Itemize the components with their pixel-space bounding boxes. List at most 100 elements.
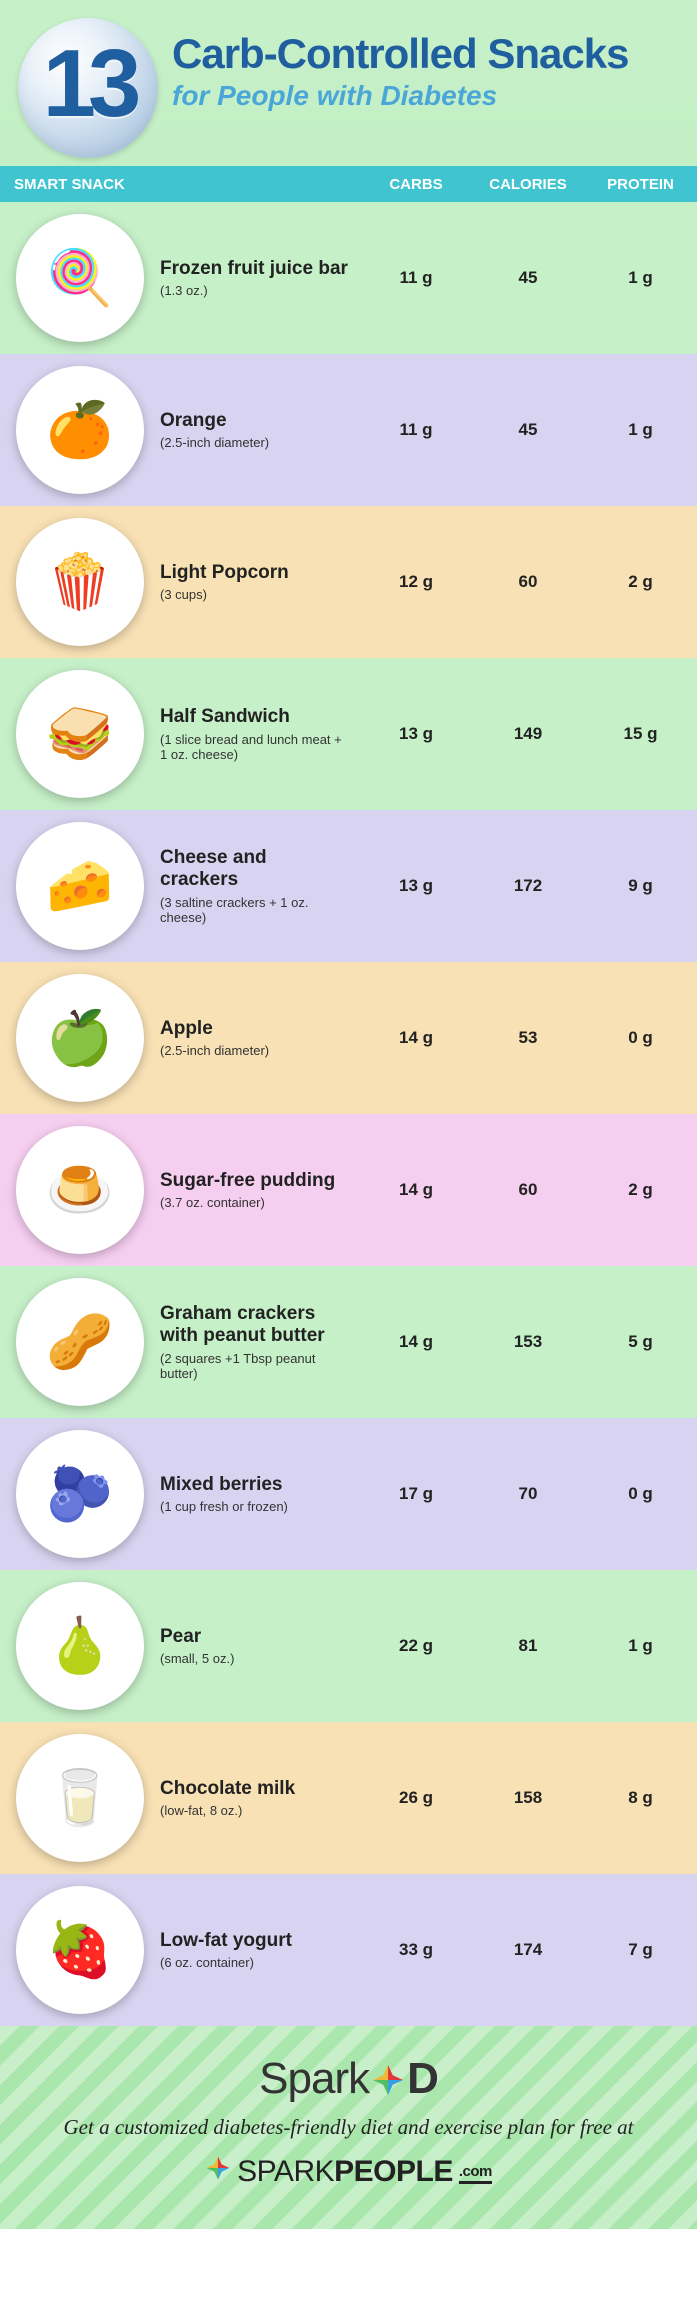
snack-name: Orange	[160, 410, 350, 432]
calories-value: 45	[472, 420, 584, 440]
brand2-dotcom: .com	[459, 2163, 492, 2184]
snack-image-cell: 🍓	[0, 1886, 160, 2014]
carbs-value: 17 g	[360, 1484, 472, 1504]
snack-portion: (1.3 oz.)	[160, 283, 350, 298]
protein-value: 0 g	[584, 1028, 697, 1048]
snack-name-cell: Cheese and crackers(3 saltine crackers +…	[160, 847, 360, 925]
snack-row: 🍭Frozen fruit juice bar(1.3 oz.)11 g451 …	[0, 202, 697, 354]
snack-row: 🧀Cheese and crackers(3 saltine crackers …	[0, 810, 697, 962]
snack-portion: (2.5-inch diameter)	[160, 435, 350, 450]
col-smart-snack: SMART SNACK	[0, 176, 360, 193]
snack-name: Frozen fruit juice bar	[160, 258, 350, 280]
calories-value: 70	[472, 1484, 584, 1504]
snack-name-cell: Graham crackers with peanut butter (2 squ…	[160, 1303, 360, 1381]
snack-portion: (1 slice bread and lunch meat + 1 oz. ch…	[160, 732, 350, 762]
calories-value: 153	[472, 1332, 584, 1352]
brand-sparkd: Spark D	[40, 2054, 657, 2108]
snack-name-cell: Orange (2.5-inch diameter)	[160, 410, 360, 451]
protein-value: 8 g	[584, 1788, 697, 1808]
tagline: Get a customized diabetes-friendly diet …	[40, 2114, 657, 2141]
snack-image-cell: 🍊	[0, 366, 160, 494]
snack-row: 🍮Sugar-free pudding(3.7 oz. container)14…	[0, 1114, 697, 1266]
column-header: SMART SNACK CARBS CALORIES PROTEIN	[0, 166, 697, 202]
calories-value: 81	[472, 1636, 584, 1656]
col-carbs: CARBS	[360, 176, 472, 193]
snack-row: 🍐Pear(small, 5 oz.)22 g811 g	[0, 1570, 697, 1722]
snack-row: 🥜 Graham crackers with peanut butter (2 sq…	[0, 1266, 697, 1418]
snack-name: Sugar-free pudding	[160, 1170, 350, 1192]
snack-name: Cheese and crackers	[160, 847, 350, 891]
snack-image-cell: 🥛	[0, 1734, 160, 1862]
snack-name-cell: Low-fat yogurt(6 oz. container)	[160, 1930, 360, 1971]
carbs-value: 11 g	[360, 268, 472, 288]
snack-image: 🍓	[16, 1886, 144, 2014]
snack-row: 🍏 Apple(2.5-inch diameter)14 g530 g	[0, 962, 697, 1114]
snack-name-cell: Light Popcorn(3 cups)	[160, 562, 360, 603]
protein-value: 2 g	[584, 1180, 697, 1200]
snack-image-cell: 🫐	[0, 1430, 160, 1558]
protein-value: 15 g	[584, 724, 697, 744]
snack-name: Mixed berries	[160, 1474, 350, 1496]
calories-value: 174	[472, 1940, 584, 1960]
snack-row: 🍿 Light Popcorn(3 cups)12 g602 g	[0, 506, 697, 658]
calories-value: 45	[472, 268, 584, 288]
protein-value: 2 g	[584, 572, 697, 592]
calories-value: 158	[472, 1788, 584, 1808]
carbs-value: 12 g	[360, 572, 472, 592]
carbs-value: 22 g	[360, 1636, 472, 1656]
calories-value: 53	[472, 1028, 584, 1048]
brand-spark: Spark	[259, 2054, 369, 2103]
title-line2: for People with Diabetes	[172, 80, 628, 112]
title-block: Carb-Controlled Snacks for People with D…	[158, 18, 628, 112]
snack-portion: (6 oz. container)	[160, 1955, 350, 1970]
snack-portion: (2 squares +1 Tbsp peanut butter)	[160, 1351, 350, 1381]
carbs-value: 26 g	[360, 1788, 472, 1808]
carbs-value: 11 g	[360, 420, 472, 440]
snack-image-cell: 🍐	[0, 1582, 160, 1710]
snack-name: Graham crackers with peanut butter	[160, 1303, 350, 1347]
snack-image: 🥪	[16, 670, 144, 798]
snack-name: Apple	[160, 1018, 350, 1040]
number-badge: 13	[18, 18, 158, 158]
title-line1: Carb-Controlled Snacks	[172, 32, 628, 76]
snack-name: Chocolate milk	[160, 1778, 350, 1800]
col-calories: CALORIES	[472, 176, 584, 193]
snack-name-cell: Frozen fruit juice bar (1.3 oz.)	[160, 258, 360, 299]
snack-image: 🥛	[16, 1734, 144, 1862]
snack-image: 🍿	[16, 518, 144, 646]
snack-name: Half Sandwich	[160, 706, 350, 728]
snack-row: 🥛 Chocolate milk (low-fat, 8 oz.) 26 g1588 …	[0, 1722, 697, 1874]
protein-value: 7 g	[584, 1940, 697, 1960]
snack-image: 🍏	[16, 974, 144, 1102]
carbs-value: 33 g	[360, 1940, 472, 1960]
snack-image-cell: 🍿	[0, 518, 160, 646]
snack-name-cell: Apple(2.5-inch diameter)	[160, 1018, 360, 1059]
protein-value: 1 g	[584, 1636, 697, 1656]
header: 13 Carb-Controlled Snacks for People wit…	[0, 0, 697, 166]
footer: Spark D Get a customized diabetes-friendl…	[0, 2026, 697, 2229]
carbs-value: 14 g	[360, 1180, 472, 1200]
snack-rows: 🍭Frozen fruit juice bar(1.3 oz.)11 g451 …	[0, 202, 697, 2026]
snack-name-cell: Pear(small, 5 oz.)	[160, 1626, 360, 1667]
calories-value: 60	[472, 572, 584, 592]
protein-value: 1 g	[584, 420, 697, 440]
snack-row: 🥪 Half Sandwich (1 slice bread and lunch m…	[0, 658, 697, 810]
snack-name: Pear	[160, 1626, 350, 1648]
snack-portion: (1 cup fresh or frozen)	[160, 1499, 350, 1514]
snack-row: 🍊Orange (2.5-inch diameter) 11 g451 g	[0, 354, 697, 506]
carbs-value: 13 g	[360, 876, 472, 896]
snack-image: 🥜	[16, 1278, 144, 1406]
diamond-icon	[205, 2155, 231, 2189]
snack-image-cell: 🥪	[0, 670, 160, 798]
protein-value: 9 g	[584, 876, 697, 896]
snack-portion: (low-fat, 8 oz.)	[160, 1803, 350, 1818]
protein-value: 5 g	[584, 1332, 697, 1352]
infographic: 13 Carb-Controlled Snacks for People wit…	[0, 0, 697, 2229]
snack-row: 🫐 Mixed berries (1 cup fresh or frozen) 17 …	[0, 1418, 697, 1570]
snack-name: Light Popcorn	[160, 562, 350, 584]
brand-d: D	[407, 2054, 438, 2103]
col-protein: PROTEIN	[584, 176, 697, 193]
carbs-value: 14 g	[360, 1028, 472, 1048]
snack-image: 🍮	[16, 1126, 144, 1254]
snack-image: 🫐	[16, 1430, 144, 1558]
